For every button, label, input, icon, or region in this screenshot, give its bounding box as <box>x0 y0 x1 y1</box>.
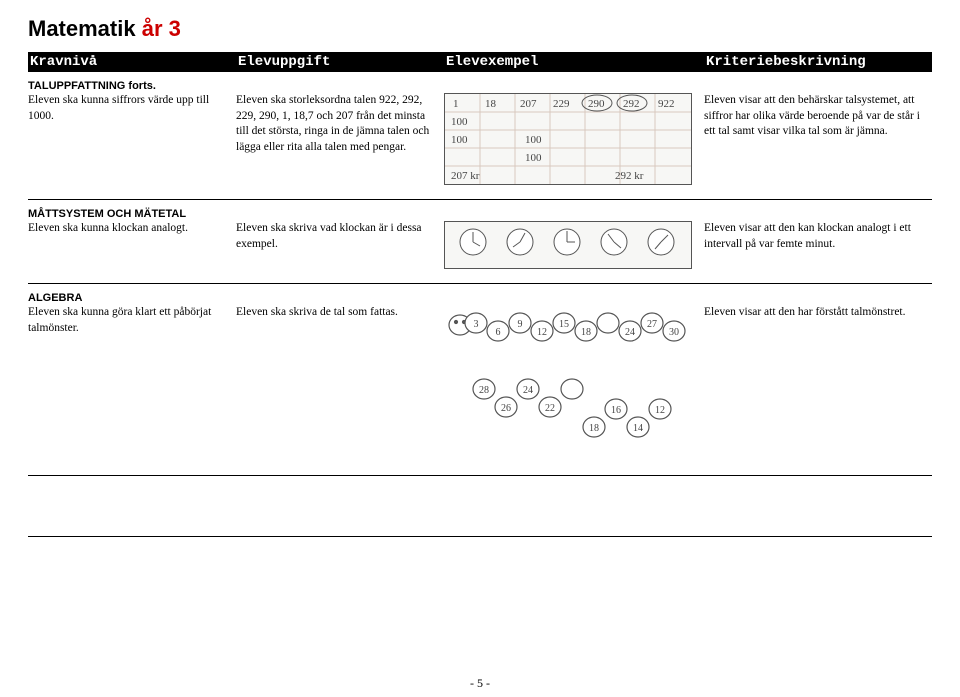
svg-text:207: 207 <box>520 98 537 110</box>
uppgift-text: Eleven ska skriva de tal som fattas. <box>236 305 444 321</box>
svg-text:292 kr: 292 kr <box>615 170 644 182</box>
section-algebra: ALGEBRA Eleven ska kunna göra klart ett … <box>28 292 932 461</box>
kriterie-text: Eleven visar att den har förstått talmön… <box>704 305 932 321</box>
svg-text:12: 12 <box>537 327 547 338</box>
svg-text:14: 14 <box>633 423 643 434</box>
section-taluppfattning: TALUPPFATTNING forts. Eleven ska kunna s… <box>28 80 932 185</box>
krav-text: Eleven ska kunna siffrors värde upp till… <box>28 93 236 124</box>
divider <box>28 283 932 284</box>
svg-text:3: 3 <box>474 319 479 330</box>
hdr-elevexempel: Elevexempel <box>446 54 706 70</box>
svg-text:1: 1 <box>453 98 459 110</box>
example-grid: 1 18 207 229 290 292 922 100 100 100 100 207… <box>444 93 692 185</box>
section-heading: MÅTTSYSTEM OCH MÄTETAL <box>28 208 932 220</box>
kriterie-text: Eleven visar att den kan klockan analogt… <box>704 221 932 252</box>
divider <box>28 199 932 200</box>
section-row: Eleven ska kunna siffrors värde upp till… <box>28 93 932 185</box>
svg-text:16: 16 <box>611 405 621 416</box>
svg-text:30: 30 <box>669 327 679 338</box>
clocks-box <box>444 221 692 269</box>
hdr-kriterie: Kriteriebeskrivning <box>706 54 926 70</box>
svg-text:18: 18 <box>485 98 497 110</box>
svg-text:27: 27 <box>647 319 657 330</box>
example-box <box>444 221 704 269</box>
example-box: 3 6 9 12 15 18 24 27 30 28 26 24 22 18 16 14 12 <box>444 305 704 461</box>
svg-text:290: 290 <box>588 98 605 110</box>
page-title: Matematik år 3 <box>28 16 932 42</box>
svg-text:22: 22 <box>545 403 555 414</box>
section-row: Eleven ska kunna göra klart ett påbörjat… <box>28 305 932 461</box>
section-row: Eleven ska kunna klockan analogt. Eleven… <box>28 221 932 269</box>
uppgift-text: Eleven ska storleksordna talen 922, 292,… <box>236 93 444 155</box>
svg-text:18: 18 <box>589 423 599 434</box>
svg-text:100: 100 <box>451 116 468 128</box>
svg-text:292: 292 <box>623 98 640 110</box>
svg-text:28: 28 <box>479 385 489 396</box>
kriterie-text: Eleven visar att den behärskar talsystem… <box>704 93 932 140</box>
krav-text: Eleven ska kunna klockan analogt. <box>28 221 236 237</box>
svg-text:9: 9 <box>518 319 523 330</box>
example-box: 1 18 207 229 290 292 922 100 100 100 100 207… <box>444 93 704 185</box>
svg-text:229: 229 <box>553 98 570 110</box>
svg-text:15: 15 <box>559 319 569 330</box>
section-mattsystem: MÅTTSYSTEM OCH MÄTETAL Eleven ska kunna … <box>28 208 932 269</box>
divider <box>28 536 932 537</box>
svg-text:100: 100 <box>451 134 468 146</box>
svg-text:26: 26 <box>501 403 511 414</box>
svg-text:100: 100 <box>525 152 542 164</box>
section-heading: TALUPPFATTNING forts. <box>28 80 932 92</box>
title-red: år 3 <box>142 16 181 41</box>
svg-text:18: 18 <box>581 327 591 338</box>
example-svg: 1 18 207 229 290 292 922 100 100 100 100 207… <box>445 94 691 184</box>
section-heading: ALGEBRA <box>28 292 932 304</box>
clocks-svg <box>445 222 691 268</box>
svg-text:100: 100 <box>525 134 542 146</box>
uppgift-text: Eleven ska skriva vad klockan är i dessa… <box>236 221 444 252</box>
title-black: Matematik <box>28 16 142 41</box>
krav-text: Eleven ska kunna göra klart ett påbörjat… <box>28 305 236 336</box>
page-number: - 5 - <box>0 676 960 691</box>
svg-text:24: 24 <box>625 327 635 338</box>
svg-text:24: 24 <box>523 385 533 396</box>
svg-text:6: 6 <box>496 327 501 338</box>
svg-text:12: 12 <box>655 405 665 416</box>
divider <box>28 475 932 476</box>
svg-text:207 kr: 207 kr <box>451 170 480 182</box>
hdr-elevuppgift: Elevuppgift <box>238 54 446 70</box>
column-header-row: Kravnivå Elevuppgift Elevexempel Kriteri… <box>28 52 932 72</box>
worms-svg: 3 6 9 12 15 18 24 27 30 28 26 24 22 18 16 14 12 <box>444 305 696 455</box>
hdr-kravniva: Kravnivå <box>30 54 238 70</box>
svg-text:922: 922 <box>658 98 675 110</box>
